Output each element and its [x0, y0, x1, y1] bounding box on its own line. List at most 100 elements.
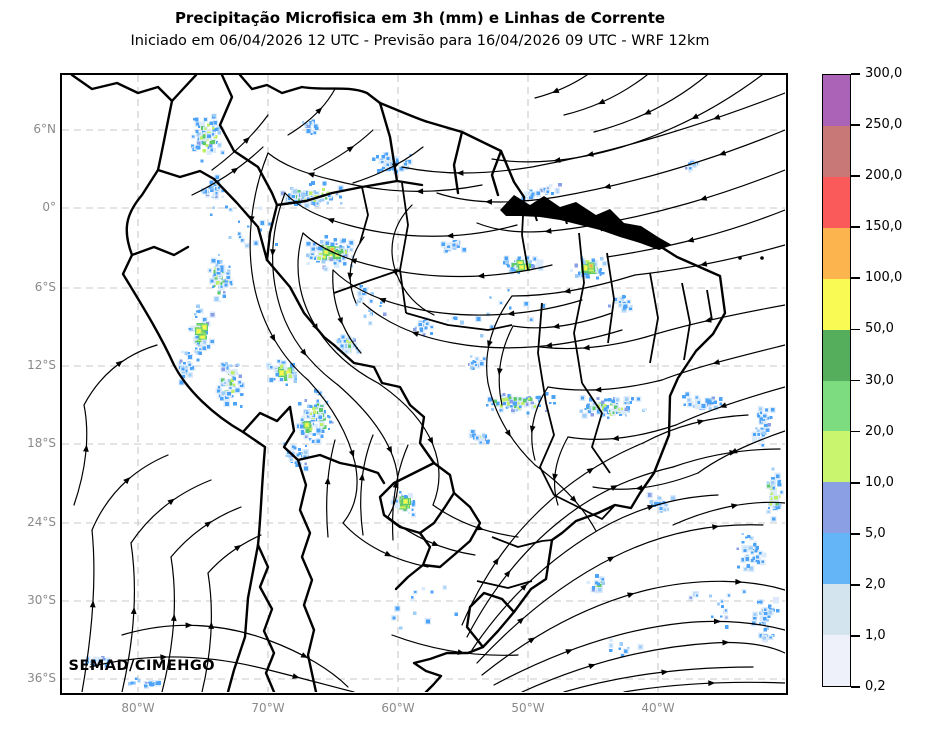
streamline-arrow: [718, 149, 726, 156]
precip-cell: [761, 621, 766, 625]
precip-cell: [199, 135, 203, 139]
precip-cell: [600, 581, 605, 585]
precip-cell: [773, 597, 778, 602]
streamlines-path: [286, 87, 336, 136]
precip-cell: [418, 322, 422, 326]
precip-cell: [206, 122, 210, 126]
precip-cell: [594, 581, 597, 584]
precip-cell: [229, 208, 232, 211]
precip-cell: [688, 169, 691, 173]
precip-cell: [287, 196, 291, 200]
precip-cell: [221, 188, 224, 192]
streamlines-path: [605, 208, 785, 258]
precip-cell: [223, 278, 228, 283]
streamline-arrow: [324, 476, 330, 484]
lat-tick-label: 30°S: [27, 593, 56, 607]
precip-cell: [313, 388, 317, 392]
precip-cell: [380, 154, 385, 159]
precip-cell: [186, 351, 190, 355]
precip-cell: [369, 299, 372, 302]
precip-cell: [237, 380, 241, 384]
precip-cell: [381, 165, 385, 169]
precip-cell: [322, 254, 325, 257]
state-borders-path: [358, 186, 369, 243]
precip-cell: [306, 124, 309, 128]
delta-channels-path: [595, 215, 603, 231]
precip-cell: [309, 412, 312, 415]
streamline-arrow: [122, 476, 130, 484]
precip-cell: [491, 402, 494, 405]
precip-cell: [358, 297, 362, 300]
precip-cell: [217, 385, 220, 388]
colorbar-tick: [851, 583, 860, 586]
precip-cell: [713, 405, 717, 409]
streamline-arrow: [611, 434, 619, 441]
precip-cell: [409, 493, 412, 497]
precip-cell: [195, 303, 200, 308]
precip-cell: [310, 180, 315, 185]
precip-cell: [293, 446, 296, 449]
precip-cell: [412, 499, 415, 502]
precip-cell: [505, 401, 510, 405]
precip-cell: [461, 247, 466, 251]
precip-cell: [311, 413, 315, 417]
streamlines-path: [566, 423, 677, 440]
precip-cell: [777, 482, 781, 487]
precip-cell: [196, 341, 199, 344]
precip-cell: [211, 132, 214, 136]
streamline-arrow: [496, 367, 503, 375]
precip-cell: [499, 408, 503, 411]
streamlines-path: [88, 655, 355, 692]
streamline-arrow: [713, 618, 721, 624]
precip-cell: [280, 191, 285, 195]
precip-cell: [313, 201, 317, 206]
precip-cell: [763, 611, 767, 615]
precip-cell: [192, 117, 195, 120]
watermark: SEMAD/CIMEHGO: [68, 657, 216, 674]
precip-cell: [127, 681, 132, 685]
precip-cell: [618, 300, 621, 303]
precip-cell: [607, 304, 611, 308]
precip-cell: [750, 558, 754, 562]
precip-cell: [528, 396, 532, 401]
precip-cell: [551, 394, 555, 399]
precip-cell: [520, 400, 525, 405]
precip-cell: [656, 496, 660, 499]
precip-cell: [552, 401, 556, 404]
precip-cell: [340, 245, 345, 250]
precip-cell: [385, 156, 390, 160]
precip-cell: [471, 359, 476, 364]
state-borders-path: [536, 302, 547, 403]
streamline-arrow: [711, 358, 720, 365]
precip-cell: [696, 400, 700, 404]
precip-cell: [351, 254, 354, 257]
precip-cell: [196, 141, 200, 145]
precip-cell: [215, 127, 219, 131]
precip-cell: [299, 424, 304, 428]
precip-cell: [766, 416, 769, 419]
precip-cell: [291, 445, 295, 448]
streamline-arrow: [426, 436, 433, 444]
precip-cell: [506, 405, 509, 408]
precip-cell: [218, 274, 221, 277]
precip-cell: [636, 397, 640, 401]
precip-cell: [290, 371, 293, 374]
precip-cell: [618, 412, 622, 416]
streamline-arrow: [492, 557, 499, 565]
precip-cell: [223, 361, 228, 366]
streamlines-path: [562, 665, 754, 692]
precip-cell: [624, 401, 627, 404]
precip-cell: [217, 253, 220, 256]
state-borders-path: [680, 282, 691, 360]
precip-cell: [591, 585, 595, 589]
precip-cell: [197, 125, 200, 128]
precip-cell: [743, 567, 747, 570]
precip-cell: [238, 235, 241, 238]
precip-cell: [293, 201, 298, 206]
streamlines-path: [120, 541, 135, 692]
lat-tick-label: 24°S: [27, 515, 56, 529]
precip-cell: [422, 319, 426, 323]
precip-cell: [196, 309, 200, 313]
streamlines-path: [359, 433, 374, 536]
precip-cell: [478, 440, 482, 444]
